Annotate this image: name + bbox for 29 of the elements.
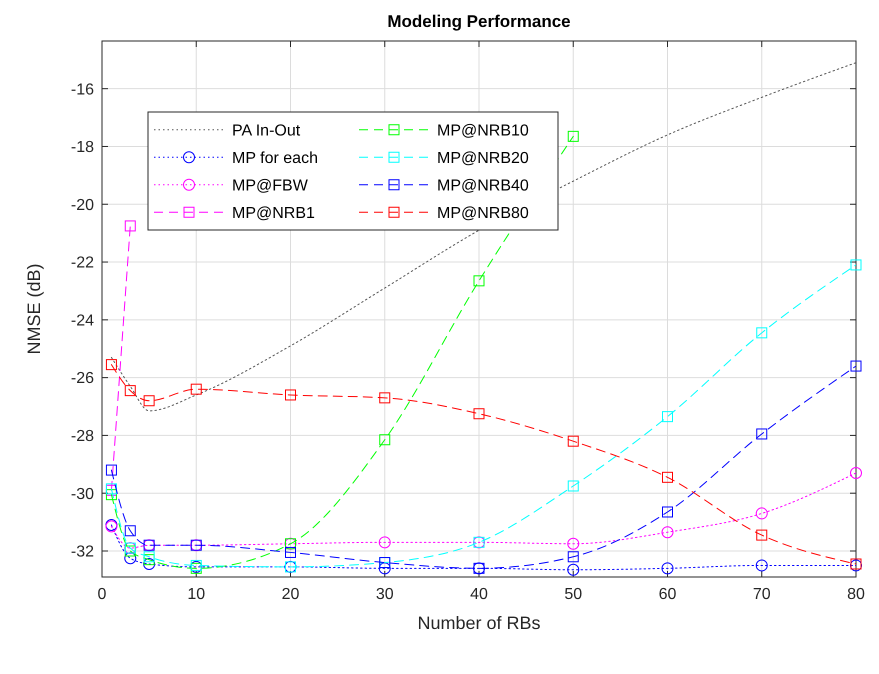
y-tick-label: -28 (70, 428, 94, 446)
legend-label: MP@NRB20 (437, 150, 529, 167)
x-tick-label: 10 (187, 586, 206, 603)
y-tick-label: -24 (70, 312, 94, 330)
legend-label: MP for each (232, 150, 318, 167)
legend-label: MP@NRB1 (232, 204, 316, 222)
y-axis-title: NMSE (dB) (24, 263, 44, 355)
x-tick-label: 20 (282, 586, 300, 603)
legend-label: MP@NRB10 (437, 122, 529, 140)
x-tick-label: 70 (752, 586, 771, 603)
x-tick-label: 30 (376, 586, 394, 603)
y-tick-label: -18 (70, 139, 94, 156)
legend-label: MP@NRB40 (437, 177, 529, 194)
x-tick-label: 50 (564, 586, 582, 603)
y-tick-label: -32 (70, 544, 94, 561)
legend-label: MP@NRB80 (437, 204, 529, 222)
y-tick-label: -22 (70, 254, 94, 272)
x-tick-label: 60 (658, 586, 676, 603)
x-axis-title: Number of RBs (417, 613, 541, 633)
legend-label: MP@FBW (232, 177, 309, 194)
x-tick-label: 80 (847, 586, 865, 603)
chart-title: Modeling Performance (387, 12, 571, 31)
y-tick-label: -30 (70, 486, 94, 503)
x-tick-label: 40 (470, 586, 488, 603)
y-tick-label: -26 (70, 370, 94, 388)
legend-label: PA In-Out (232, 122, 301, 140)
y-tick-label: -20 (70, 196, 94, 214)
x-tick-label: 0 (98, 586, 107, 603)
y-tick-label: -16 (70, 81, 94, 98)
